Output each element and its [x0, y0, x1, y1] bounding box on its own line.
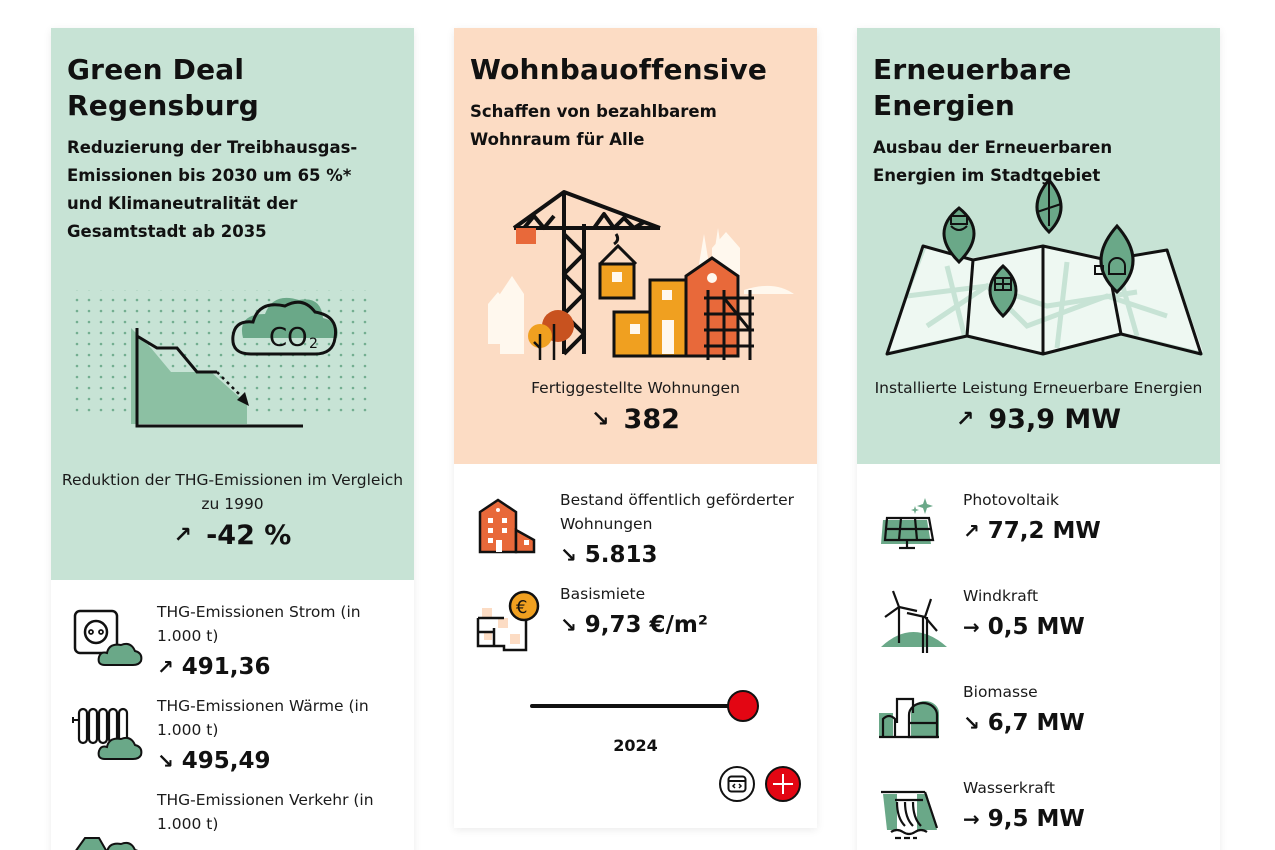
card-subtitle: Ausbau der Erneuerbaren Energien im Stad…	[873, 138, 1113, 185]
trend-down-icon: ↘	[157, 749, 174, 773]
kpi-label: Fertiggestellte Wohnungen	[531, 379, 740, 397]
floorplan-euro-icon: €	[474, 582, 560, 658]
card-subtitle: Schaffen von bezahlbarem Wohnraum für Al…	[470, 102, 717, 149]
trend-up-icon: ↗	[173, 523, 193, 548]
kpi-number: 93,9 MW	[988, 404, 1122, 435]
metric-value: ↗ 491,36	[157, 654, 271, 680]
slider-track[interactable]	[530, 704, 740, 708]
metric-list: THG-Emissionen Strom (in 1.000 t) ↗ 491,…	[51, 580, 414, 850]
kpi-label: Reduktion der THG-Emissionen im Vergleic…	[61, 471, 404, 513]
trend-down-icon: ↘	[591, 407, 610, 432]
energy-map-icon	[857, 166, 1220, 362]
metric-value: → 0,5 MW	[963, 614, 1085, 640]
biogas-plant-icon	[877, 680, 963, 756]
trend-down-icon: ↘	[560, 543, 577, 567]
kpi-label: Installierte Leistung Erneuerbare Energi…	[874, 379, 1203, 397]
metric-value: ↘ 9,73 €/m²	[560, 612, 708, 638]
metric-row-biomasse: Biomasse ↘ 6,7 MW	[877, 680, 1204, 756]
metric-row-basismiete: € Basismiete ↘ 9,73 €/m²	[474, 582, 801, 658]
apartment-building-icon	[474, 488, 560, 564]
card-wohnbauoffensive[interactable]: Wohnbauoffensive Schaffen von bezahlbare…	[454, 28, 817, 828]
kpi-value: ↗ 93,9 MW	[857, 404, 1220, 435]
metric-label: Windkraft	[963, 587, 1039, 605]
card-green-deal[interactable]: Green Deal Regensburg Reduzierung der Tr…	[51, 28, 414, 850]
plus-icon	[773, 774, 793, 794]
metric-label: Biomasse	[963, 683, 1038, 701]
metric-row-windkraft: Windkraft → 0,5 MW	[877, 584, 1204, 660]
trend-down-icon: ↘	[963, 711, 980, 735]
metric-value: → 9,5 MW	[963, 806, 1085, 832]
card-hero: Erneuerbare Energien Ausbau der Erneuerb…	[857, 28, 1220, 464]
solar-panel-icon	[877, 488, 963, 564]
add-button[interactable]	[765, 766, 801, 802]
embed-button[interactable]	[719, 766, 755, 802]
kpi-number: 382	[623, 404, 680, 435]
metric-value: ↗ 77,2 MW	[963, 518, 1101, 544]
metric-value: ↘ 5.813	[560, 542, 658, 568]
trend-flat-icon: →	[963, 807, 980, 831]
kpi-block: Installierte Leistung Erneuerbare Energi…	[857, 376, 1220, 435]
svg-text:CO: CO	[269, 323, 308, 353]
metric-label: THG-Emissionen Strom (in 1.000 t)	[157, 603, 361, 645]
slider-thumb[interactable]	[727, 690, 759, 722]
svg-text:€: €	[516, 597, 527, 618]
year-slider[interactable]: 2024	[454, 674, 817, 764]
hydropower-dam-icon	[877, 776, 963, 850]
radiator-cloud-icon	[71, 694, 157, 770]
kpi-block: Fertiggestellte Wohnungen ↘ 382	[454, 376, 817, 435]
card-title: Erneuerbare Energien	[873, 53, 1072, 122]
metric-row-verkehr: THG-Emissionen Verkehr (in 1.000 t)	[71, 788, 398, 850]
card-erneuerbare-energien[interactable]: Erneuerbare Energien Ausbau der Erneuerb…	[857, 28, 1220, 850]
slider-year-label: 2024	[613, 736, 658, 755]
metric-row-bestand: Bestand öffentlich geförderter Wohnungen…	[474, 488, 801, 568]
car-cloud-icon	[71, 788, 157, 850]
trend-up-icon: ↗	[955, 407, 975, 432]
metric-label: Basismiete	[560, 585, 646, 603]
metric-label: THG-Emissionen Wärme (in 1.000 t)	[157, 697, 369, 739]
card-actions	[719, 766, 801, 802]
kpi-value: ↗ -42 %	[51, 520, 414, 551]
card-subtitle: Reduzierung der Treibhausgas-Emissionen …	[67, 138, 358, 241]
trend-up-icon: ↗	[963, 519, 980, 543]
metric-row-waerme: THG-Emissionen Wärme (in 1.000 t) ↘ 495,…	[71, 694, 398, 774]
trend-up-icon: ↗	[157, 655, 174, 679]
kpi-number: -42 %	[206, 520, 292, 551]
metric-label: Wasserkraft	[963, 779, 1056, 797]
svg-text:2: 2	[309, 336, 318, 352]
metric-label: Photovoltaik	[963, 491, 1060, 509]
power-socket-cloud-icon	[71, 600, 157, 676]
metric-list: Bestand öffentlich geförderter Wohnungen…	[454, 464, 817, 658]
metric-list: Photovoltaik ↗ 77,2 MW	[857, 464, 1220, 850]
trend-flat-icon: →	[963, 615, 980, 639]
metric-row-wasserkraft: Wasserkraft → 9,5 MW	[877, 776, 1204, 850]
metric-label: Bestand öffentlich geförderter Wohnungen	[560, 491, 795, 533]
kpi-value: ↘ 382	[454, 404, 817, 435]
card-hero: Wohnbauoffensive Schaffen von bezahlbare…	[454, 28, 817, 464]
trend-down-icon: ↘	[560, 613, 577, 637]
wind-turbine-icon	[877, 584, 963, 660]
kpi-block: Reduktion der THG-Emissionen im Vergleic…	[51, 468, 414, 551]
card-title: Green Deal Regensburg	[67, 53, 260, 122]
co2-reduction-chart-icon: CO 2	[51, 276, 414, 446]
card-hero: Green Deal Regensburg Reduzierung der Tr…	[51, 28, 414, 580]
metric-row-strom: THG-Emissionen Strom (in 1.000 t) ↗ 491,…	[71, 600, 398, 680]
construction-crane-icon	[454, 184, 817, 364]
embed-code-icon	[727, 775, 747, 793]
metric-row-photovoltaik: Photovoltaik ↗ 77,2 MW	[877, 488, 1204, 564]
metric-value: ↘ 6,7 MW	[963, 710, 1085, 736]
card-title: Wohnbauoffensive	[470, 53, 768, 86]
metric-value: ↘ 495,49	[157, 748, 271, 774]
metric-label: THG-Emissionen Verkehr (in 1.000 t)	[157, 791, 374, 833]
